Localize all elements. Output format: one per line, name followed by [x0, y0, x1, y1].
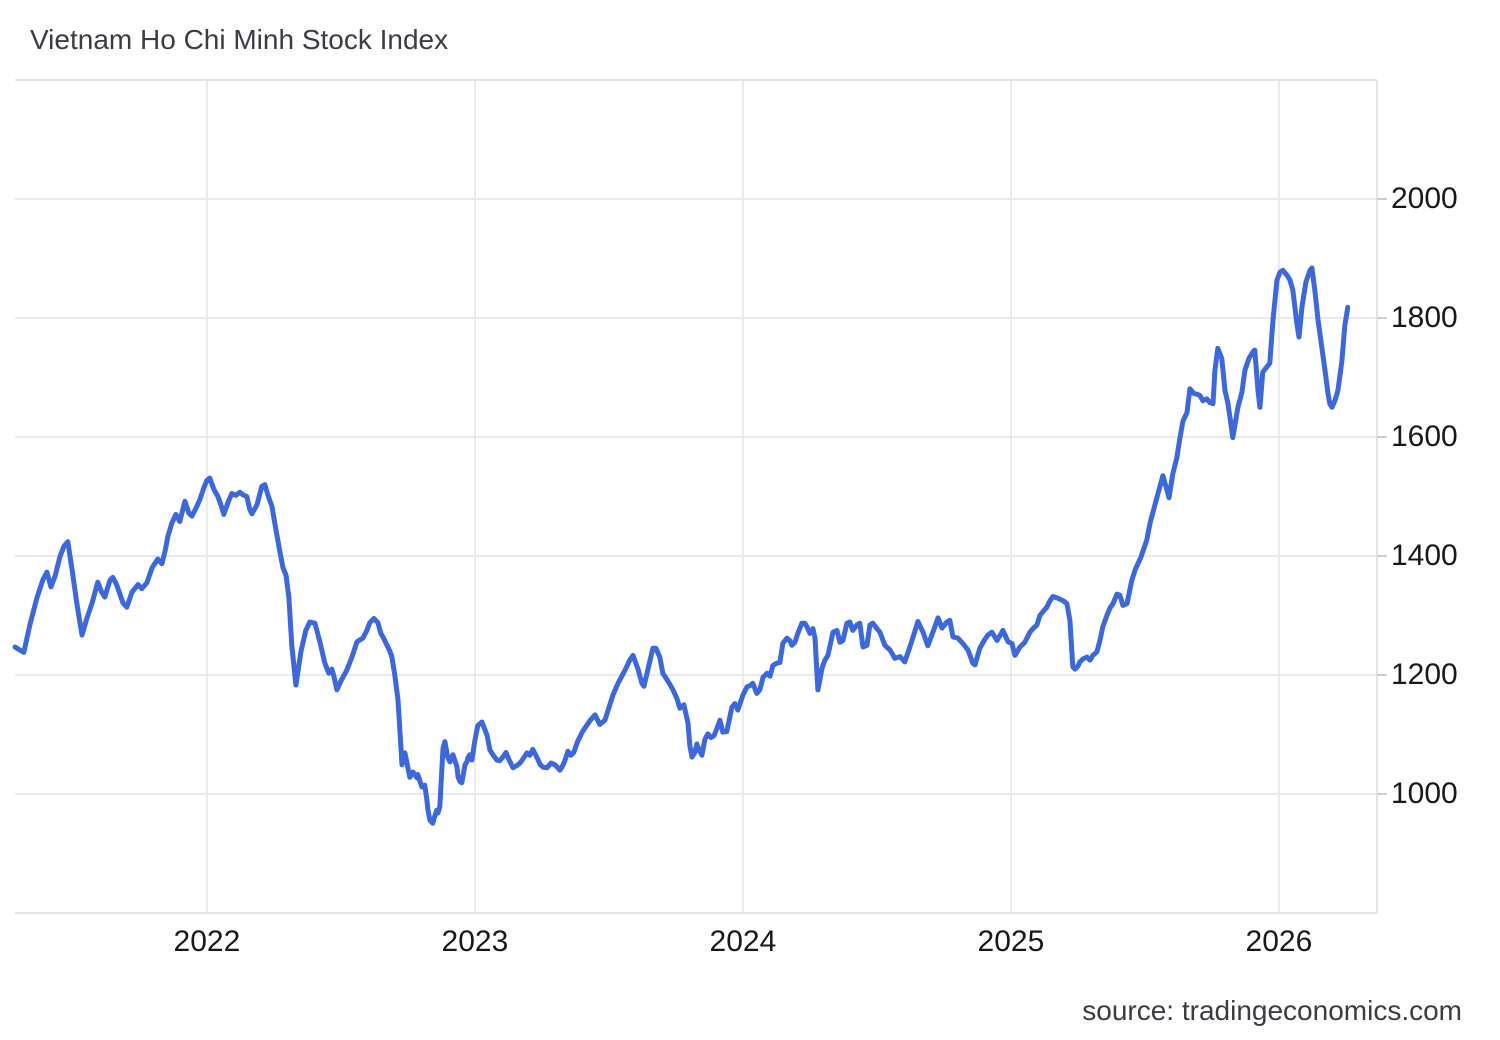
y-axis-tick-label: 1400 [1391, 539, 1458, 572]
y-axis-tick-label: 1800 [1391, 301, 1458, 334]
x-axis-tick-label: 2022 [173, 925, 241, 958]
x-axis-tick-label: 2026 [1245, 925, 1313, 958]
x-axis-tick-label: 2024 [709, 925, 777, 958]
y-axis-tick-label: 1600 [1391, 420, 1458, 453]
index-price-line [12, 265, 1351, 826]
x-axis-tick-label: 2023 [441, 925, 509, 958]
y-axis-tick-label: 1200 [1391, 658, 1458, 691]
x-axis-tick-label: 2025 [977, 925, 1045, 958]
y-axis-tick-label: 2000 [1391, 182, 1458, 215]
source-attribution: source: tradingeconomics.com [1082, 995, 1462, 1026]
chart-title: Vietnam Ho Chi Minh Stock Index [30, 24, 449, 55]
y-axis-tick-label: 1000 [1391, 777, 1458, 810]
